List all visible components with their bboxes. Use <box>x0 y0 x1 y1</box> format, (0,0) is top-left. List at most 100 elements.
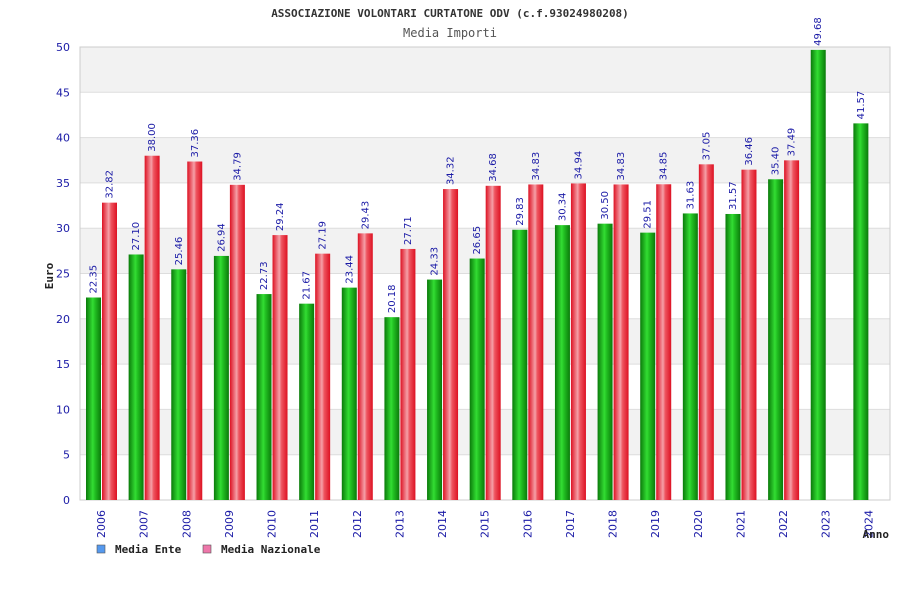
bar-media-ente <box>213 255 229 500</box>
data-label: 24.33 <box>430 247 441 276</box>
bar-media-ente <box>128 254 144 500</box>
data-label: 34.85 <box>659 152 670 181</box>
data-label: 29.24 <box>275 202 286 231</box>
bar-media-ente <box>384 317 400 500</box>
bar-media-nazionale <box>741 169 757 500</box>
y-tick-label: 40 <box>56 132 70 145</box>
legend-label: Media Ente <box>115 543 182 556</box>
data-label: 34.83 <box>531 152 542 181</box>
data-label: 41.57 <box>856 91 867 120</box>
x-tick-label: 2015 <box>479 510 492 538</box>
bar-media-nazionale <box>698 164 714 500</box>
bar-media-nazionale <box>187 161 203 500</box>
plot-band <box>80 92 890 138</box>
data-label: 34.94 <box>573 151 584 180</box>
data-label: 36.46 <box>744 137 755 166</box>
data-label: 26.94 <box>216 223 227 252</box>
bar-media-nazionale <box>229 184 245 500</box>
data-label: 30.34 <box>557 192 568 221</box>
bar-media-nazionale <box>570 183 586 500</box>
data-label: 32.82 <box>105 170 116 199</box>
legend-swatch <box>96 544 106 554</box>
x-tick-label: 2007 <box>138 510 151 538</box>
y-axis: 0 5 10 15 20 25 30 35 40 45 50 <box>56 41 70 507</box>
y-tick-label: 50 <box>56 41 70 54</box>
y-tick-label: 5 <box>63 449 70 462</box>
y-tick-label: 35 <box>56 177 70 190</box>
y-tick-label: 0 <box>63 494 70 507</box>
data-label: 29.83 <box>515 197 526 226</box>
y-tick-label: 30 <box>56 222 70 235</box>
bar-media-ente <box>725 213 741 500</box>
bar-media-nazionale <box>485 185 501 500</box>
data-label: 30.50 <box>600 191 611 220</box>
bar-media-nazionale <box>613 184 629 501</box>
data-label: 34.32 <box>446 156 457 185</box>
x-tick-label: 2021 <box>734 510 747 538</box>
y-tick-label: 10 <box>56 403 70 416</box>
chart-title: ASSOCIAZIONE VOLONTARI CURTATONE ODV (c.… <box>271 7 629 20</box>
y-tick-label: 20 <box>56 313 70 326</box>
y-tick-label: 15 <box>56 358 70 371</box>
data-label: 23.44 <box>344 255 355 284</box>
x-tick-label: 2019 <box>649 510 662 538</box>
data-label: 26.65 <box>472 226 483 255</box>
bar-media-nazionale <box>272 235 288 500</box>
bar-media-ente <box>810 49 826 500</box>
data-label: 31.63 <box>685 181 696 210</box>
bar-media-ente <box>597 223 613 501</box>
data-label: 27.19 <box>318 221 329 250</box>
x-tick-label: 2014 <box>436 510 449 538</box>
bar-media-ente <box>554 225 570 500</box>
data-label: 37.49 <box>787 128 798 157</box>
bar-media-ente <box>299 303 315 500</box>
chart-subtitle: Media Importi <box>403 26 497 40</box>
legend-label: Media Nazionale <box>221 543 321 556</box>
x-tick-label: 2009 <box>223 510 236 538</box>
bar-media-nazionale <box>443 189 459 501</box>
bar-media-nazionale <box>315 253 331 500</box>
bar-media-ente <box>341 287 357 500</box>
bar-media-nazionale <box>102 202 117 500</box>
bar-media-ente <box>427 279 443 500</box>
data-label: 29.43 <box>360 201 371 230</box>
legend: Media Ente Media Nazionale <box>96 543 321 556</box>
bar-media-nazionale <box>357 233 373 500</box>
data-label: 37.05 <box>701 132 712 161</box>
y-tick-label: 45 <box>56 86 70 99</box>
y-tick-label: 25 <box>56 268 70 281</box>
x-tick-label: 2010 <box>266 510 279 538</box>
data-label: 29.51 <box>643 200 654 229</box>
bar-media-nazionale <box>784 160 800 500</box>
x-tick-label: 2024 <box>862 510 875 538</box>
x-tick-label: 2013 <box>393 510 406 538</box>
bar-media-ente <box>640 232 656 500</box>
bar-media-nazionale <box>144 155 160 500</box>
bar-media-ente <box>86 297 101 500</box>
x-tick-label: 2008 <box>180 510 193 538</box>
x-axis: 2006 2007 2008 2009 2010 2011 2012 2013 2014 2015… <box>95 510 875 538</box>
bar-media-ente <box>853 123 869 501</box>
x-tick-label: 2017 <box>564 510 577 538</box>
bar-media-ente <box>512 229 528 500</box>
data-label: 27.71 <box>403 216 414 245</box>
bar-media-ente <box>171 269 187 500</box>
data-label: 21.67 <box>302 271 313 300</box>
data-label: 22.73 <box>259 261 270 290</box>
bar-media-ente <box>469 258 485 500</box>
data-label: 31.57 <box>728 181 739 210</box>
x-tick-label: 2018 <box>607 510 620 538</box>
bar-media-nazionale <box>528 184 544 501</box>
x-tick-label: 2016 <box>521 510 534 538</box>
plot-border <box>79 46 891 501</box>
x-tick-label: 2022 <box>777 510 790 538</box>
y-axis-label: Euro <box>43 262 56 289</box>
bars: 22.35 32.82 27.10 38.00 25.46 37.36 26.94 34.79… <box>86 17 869 501</box>
data-label: 20.18 <box>387 285 398 314</box>
bar-media-nazionale <box>400 248 416 500</box>
data-label: 22.35 <box>89 265 100 294</box>
bar-media-ente <box>256 294 272 500</box>
data-label: 34.79 <box>232 152 243 181</box>
x-axis-label: Anno <box>863 528 890 541</box>
